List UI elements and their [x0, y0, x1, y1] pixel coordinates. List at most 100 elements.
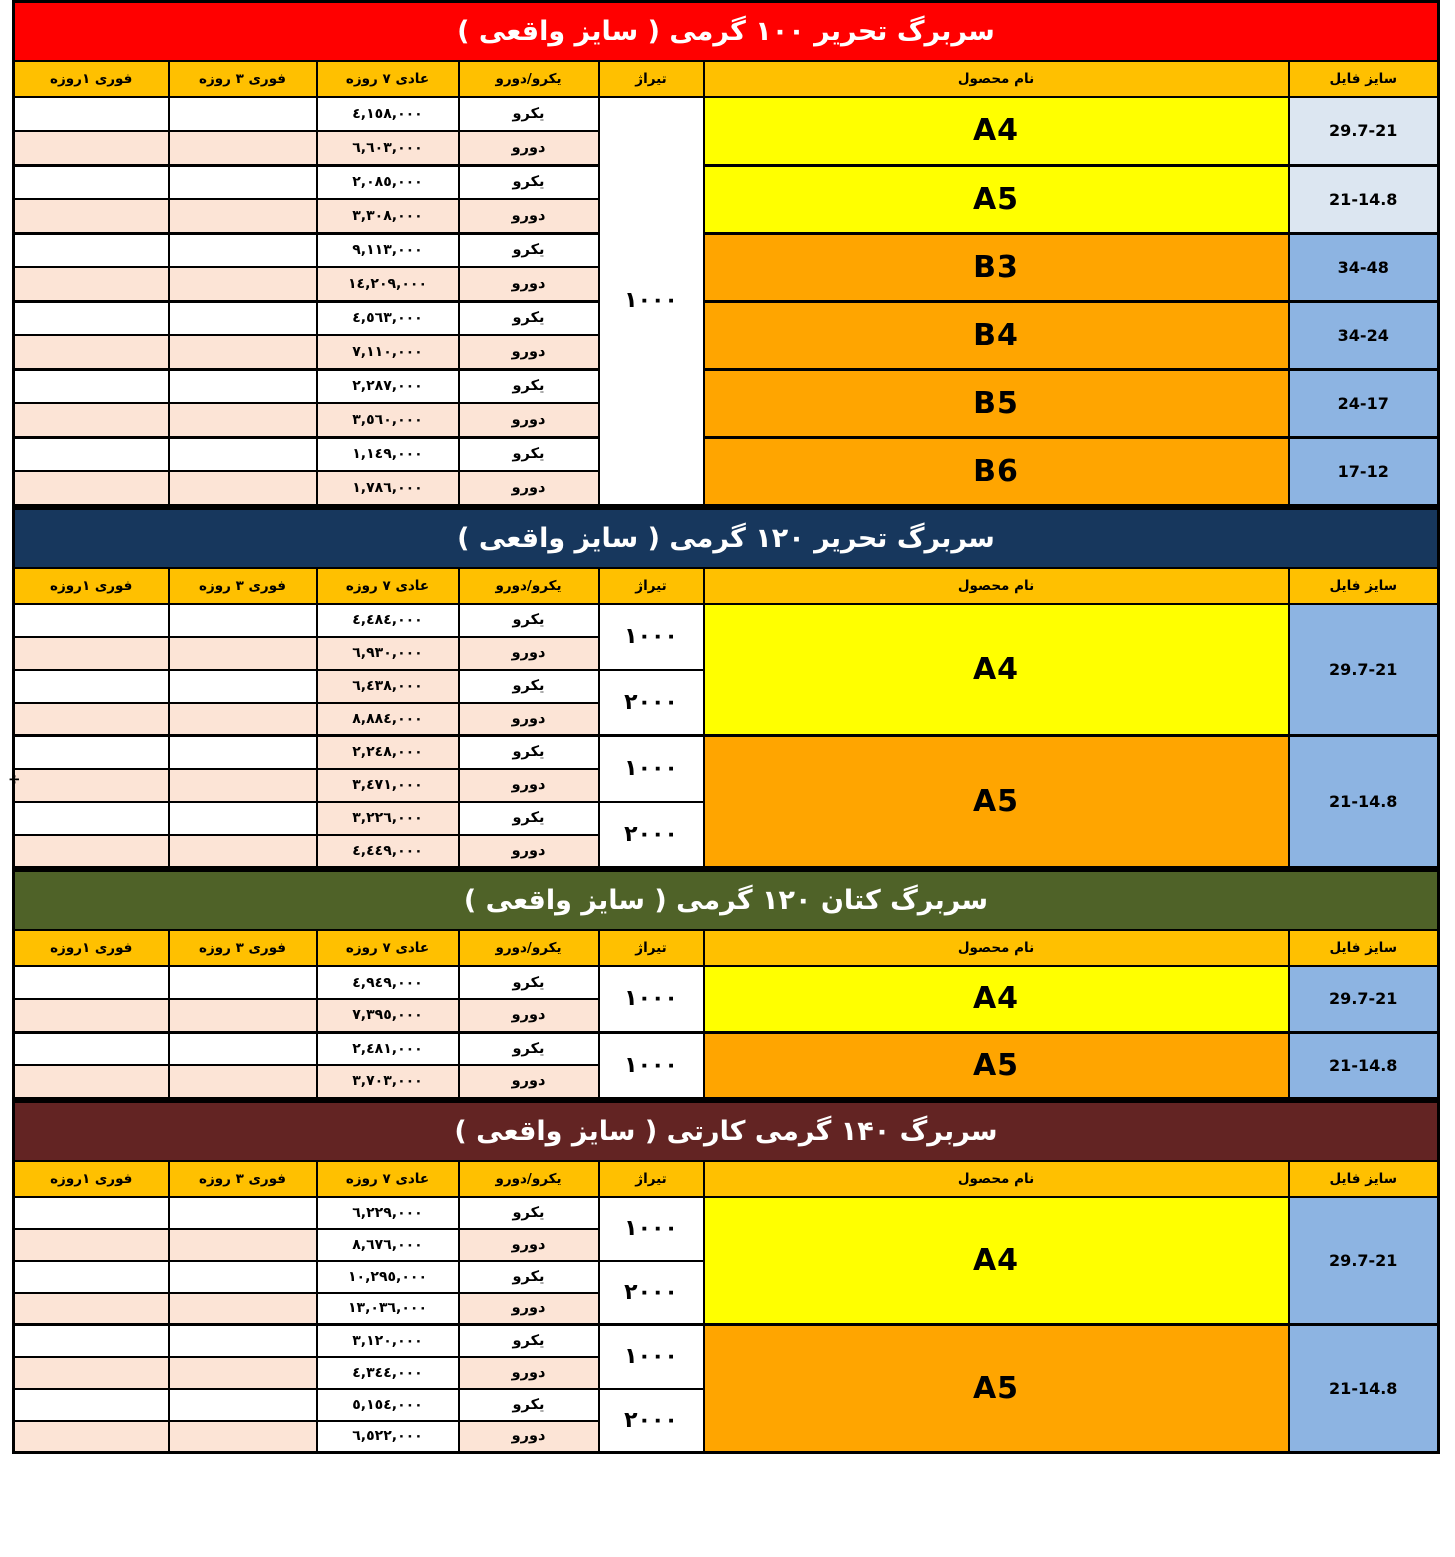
sided-cell: یکرو: [457, 1387, 600, 1422]
table-row: دورو ٧,٣٩٥,٠٠٠: [12, 998, 1438, 1033]
price-urgent-3day-cell: [167, 1227, 318, 1262]
sided-cell: یکرو: [457, 800, 600, 836]
price-normal-7day-cell: ٢,٢٨٧,٠٠٠: [315, 367, 460, 404]
product-cell: A5: [702, 1323, 1290, 1454]
price-normal-7day-cell: ١٣,٠٣٦,٠٠٠: [315, 1291, 460, 1326]
price-urgent-3day-cell: [167, 1355, 318, 1390]
file-size-cell: 34-48: [1287, 231, 1440, 302]
price-urgent-3day-cell: [167, 1387, 318, 1422]
price-urgent-1day-cell: [12, 1195, 170, 1230]
table-row: 29.7-21 A4 ١٠٠٠ یکرو ٤,١٥٨,٠٠٠: [12, 96, 1440, 506]
sided-cell: دورو: [457, 1419, 600, 1454]
price-normal-7day-cell: ٩,١١٣,٠٠٠: [315, 231, 460, 268]
sided-cell: یکرو: [457, 96, 600, 132]
price-normal-7day-cell: ٤,٣٤٤,٠٠٠: [315, 1355, 460, 1390]
price-normal-7day-cell: ٦,٤٣٨,٠٠٠: [315, 668, 460, 704]
col-header-file-size: سایز فایل: [1287, 60, 1440, 98]
price-urgent-3day-cell: [167, 435, 318, 472]
price-normal-7day-cell: ٢,٠٨٥,٠٠٠: [315, 163, 460, 200]
tiraz-cell: ١٠٠٠: [597, 1030, 705, 1099]
table-row: دورو ٨,٦٧٦,٠٠٠: [12, 1227, 1438, 1262]
price-normal-7day-cell: ٣,١٢٠,٠٠٠: [315, 1323, 460, 1358]
price-urgent-3day-cell: [167, 163, 318, 200]
table-row: 29.7-21 A4 ١٠٠٠ یکرو ٦,٢٢٩,٠٠٠: [12, 1195, 1440, 1326]
price-urgent-3day-cell: [167, 299, 318, 336]
sided-cell: دورو: [457, 1291, 600, 1326]
sided-cell: دورو: [457, 767, 600, 803]
sided-cell: دورو: [457, 635, 600, 671]
price-urgent-1day-cell: [12, 1030, 170, 1066]
file-size-cell: 29.7-21: [1287, 602, 1440, 737]
price-normal-7day-cell: ٦,٢٢٩,٠٠٠: [315, 1195, 460, 1230]
table-row: دورو ٦,٩٣٠,٠٠٠: [12, 635, 1438, 671]
price-urgent-1day-cell: [12, 1419, 170, 1454]
table-row: 17-12 B6 یکرو ١,١٤٩,٠٠٠: [12, 435, 1440, 506]
price-urgent-1day-cell: [12, 266, 170, 302]
table-row: دورو ٦,٥٢٢,٠٠٠: [12, 1419, 1438, 1454]
price-table-tahrir-100: سربرگ تحریر ۱۰۰ گرمی ( سایز واقعی ) سایز…: [11, 0, 1440, 507]
price-normal-7day-cell: ٣,٧٠٣,٠٠٠: [315, 1064, 460, 1099]
price-urgent-1day-cell: [12, 668, 170, 704]
table-row: 34-24 B4 یکرو ٤,٥٦٣,٠٠٠: [12, 299, 1440, 370]
sided-cell: دورو: [457, 833, 600, 869]
product-cell: A5: [702, 1030, 1290, 1099]
col-header-file-size: سایز فایل: [1287, 929, 1440, 967]
tiraz-cell: ٢٠٠٠: [597, 1387, 705, 1454]
sided-cell: دورو: [457, 998, 600, 1033]
table-row: دورو ٤,٤٤٩,٠٠٠: [12, 833, 1438, 869]
sided-cell: دورو: [457, 701, 600, 737]
column-header-row: سایز فایل نام محصول تیراژ یکرو/دورو عادی…: [12, 1159, 1440, 1198]
price-normal-7day-cell: ٣,٥٦٠,٠٠٠: [315, 402, 460, 438]
sided-cell: دورو: [457, 470, 600, 506]
col-header-product-name: نام محصول: [702, 929, 1290, 967]
sided-cell: یکرو: [457, 734, 600, 770]
column-header-row: سایز فایل نام محصول تیراژ یکرو/دورو عادی…: [12, 566, 1440, 605]
price-urgent-1day-cell: [12, 965, 170, 1000]
file-size-cell: 29.7-21: [1287, 1195, 1440, 1326]
price-urgent-1day-cell: [12, 1227, 170, 1262]
tiraz-cell: ٢٠٠٠: [597, 800, 705, 869]
price-normal-7day-cell: ١,٧٨٦,٠٠٠: [315, 470, 460, 506]
price-urgent-3day-cell: [167, 833, 318, 869]
price-urgent-1day-cell: [12, 734, 170, 770]
col-header-urgent-1day: فوری ۱روزه: [12, 929, 170, 967]
price-normal-7day-cell: ٦,٩٣٠,٠٠٠: [315, 635, 460, 671]
col-header-tiraz: تیراژ: [597, 60, 705, 98]
product-cell: A4: [702, 96, 1290, 166]
file-size-cell: 21-14.8: [1287, 1030, 1440, 1099]
table-row: 29.7-21 A4 ١٠٠٠ یکرو ٤,٩٤٩,٠٠٠: [12, 965, 1440, 1033]
table-row: 21-14.8 A5 ١٠٠٠ یکرو ٢,٤٨١,٠٠٠: [12, 1030, 1440, 1099]
sided-cell: یکرو: [457, 602, 600, 638]
price-table-katan-120: سربرگ کتان ۱۲۰ گرمی ( سایز واقعی ) سایز …: [11, 869, 1440, 1100]
col-header-normal-7day: عادی ۷ روزه: [315, 1159, 460, 1198]
price-urgent-3day-cell: [167, 1030, 318, 1066]
tiraz-cell: ١٠٠٠: [597, 734, 705, 803]
table-row: دورو ٣,٣٠٨,٠٠٠: [12, 198, 1438, 234]
price-urgent-1day-cell: [12, 701, 170, 737]
price-normal-7day-cell: ٦,٥٢٢,٠٠٠: [315, 1419, 460, 1454]
sided-cell: دورو: [457, 266, 600, 302]
tiraz-cell: ٢٠٠٠: [597, 1259, 705, 1326]
price-urgent-1day-cell: [12, 231, 170, 268]
price-urgent-1day-cell: [12, 402, 170, 438]
sided-cell: یکرو: [457, 231, 600, 268]
sided-cell: یکرو: [457, 965, 600, 1000]
file-size-cell: 21-14.8: [1287, 734, 1440, 869]
sided-cell: یکرو: [457, 1323, 600, 1358]
tiraz-cell: ١٠٠٠: [597, 96, 705, 506]
table-row: 24-17 B5 یکرو ٢,٢٨٧,٠٠٠: [12, 367, 1440, 438]
col-header-sided: یکرو/دورو: [457, 929, 600, 967]
product-cell: B6: [702, 435, 1290, 506]
file-size-cell: 21-14.8: [1287, 1323, 1440, 1454]
file-size-cell: 17-12: [1287, 435, 1440, 506]
table-row: ٢٠٠٠ یکرو ١٠,٢٩٥,٠٠٠: [12, 1259, 1438, 1326]
price-urgent-3day-cell: [167, 767, 318, 803]
table-row: ٢٠٠٠ یکرو ٥,١٥٤,٠٠٠: [12, 1387, 1438, 1454]
col-header-urgent-3day: فوری ۳ روزه: [167, 566, 318, 605]
price-urgent-3day-cell: [167, 231, 318, 268]
price-urgent-3day-cell: [167, 998, 318, 1033]
table-row: ٢٠٠٠ یکرو ٦,٤٣٨,٠٠٠: [12, 668, 1438, 737]
table-row: دورو ٦,٦٠٣,٠٠٠: [12, 130, 1438, 166]
price-normal-7day-cell: ١,١٤٩,٠٠٠: [315, 435, 460, 472]
sided-cell: دورو: [457, 1064, 600, 1099]
